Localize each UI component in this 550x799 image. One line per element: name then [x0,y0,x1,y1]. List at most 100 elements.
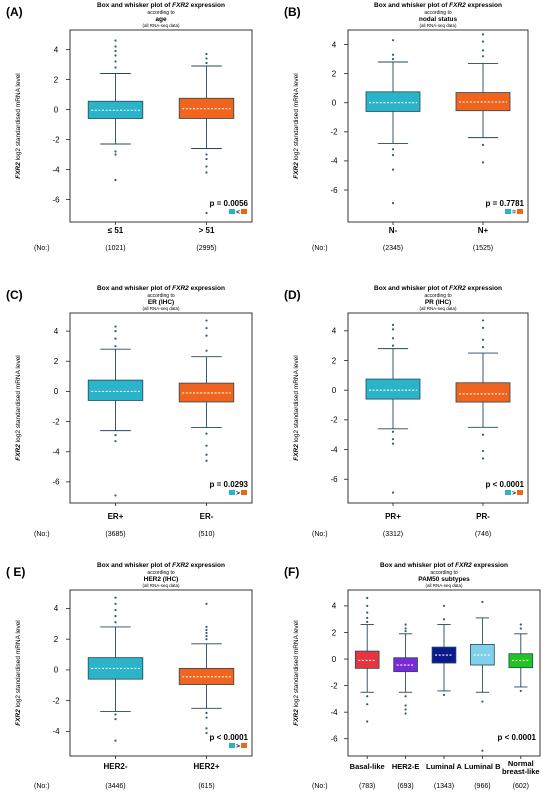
outlier-point [391,491,395,494]
box-body [455,92,511,112]
p-value: p < 0.0001 [210,733,249,742]
outlier-point [114,440,117,443]
panel-E: ( E) Box and whisker plot of FXR2 express… [6,562,253,790]
box-body [455,382,511,403]
x-tick-label: PR+ [385,512,401,521]
chart-title-prefix: Box and whisker plot of [380,562,455,569]
y-tick-label: -6 [52,195,60,204]
x-tick-label: ≤ 51 [108,226,124,235]
legend-swatch-first [229,743,235,748]
outlier-point [114,596,117,599]
chart-title-prefix: Box and whisker plot of [374,2,449,9]
x-tick-label: Luminal B [464,762,501,771]
y-axis-label-rest: log2 standardised mRNA level [293,73,300,162]
chart-title-suffix: expression [472,562,508,569]
outlier-point [114,66,117,69]
y-tick-label: 2 [332,356,337,365]
box-0: N- (2345) [365,39,421,252]
outlier-point [391,148,395,151]
y-tick-label: 4 [54,327,59,336]
outlier-point [391,168,395,171]
y-tick-label: 2 [54,75,59,84]
outlier-point [481,449,485,453]
sample-count: (693) [397,783,413,790]
box-2: Luminal A (1343) [426,604,463,790]
outlier-point [205,731,208,735]
y-tick-label: -6 [330,735,338,744]
p-value: p = 0.0056 [210,199,249,208]
y-tick-label: -2 [52,135,60,144]
outlier-point [114,602,117,605]
outlier-point [404,704,407,707]
outlier-point [114,713,117,716]
outlier-point [205,444,208,447]
panel-label: (F) [284,565,299,579]
y-axis-label-gene: FXR2 [293,444,300,461]
y-axis-label: FXR2 log2 standardised mRNA level [293,620,300,726]
sample-count: (1525) [473,245,493,252]
comparison-sign: > [236,743,240,750]
comparison-sign: > [512,490,516,497]
chart-title-gene: FXR2 [172,562,189,569]
count-row-label: (No:) [312,783,328,790]
x-tick-label: N+ [478,226,489,235]
p-value: p = 0.0293 [210,480,249,489]
chart-title-suffix: expression [189,562,225,569]
y-axis-label-rest: log2 standardised mRNA level [293,620,300,709]
outlier-point [114,718,117,721]
chart-variable: HER2 (IHC) [144,576,179,583]
chart-title-gene: FXR2 [455,562,472,569]
chart-title: Box and whisker plot of FXR2 expression [97,2,225,9]
panel-label: (B) [284,5,301,19]
sample-count: (602) [513,783,529,790]
y-tick-label: -2 [330,128,338,137]
outlier-point [481,55,485,58]
x-tick-label-line: Normal [508,759,534,768]
y-tick-label: 4 [332,327,337,336]
chart-note: (all RNA-seq data) [142,583,180,588]
x-tick-label: HER2- [103,762,127,771]
outlier-point [205,453,208,456]
x-tick-label: PR- [476,512,490,521]
sample-count: (615) [198,783,214,790]
outlier-point [114,615,117,618]
outlier-point [366,611,369,614]
p-value: p < 0.0001 [486,480,525,489]
outlier-point [205,716,208,719]
legend-swatch-second [241,490,247,495]
comparison-sign: < [236,209,240,216]
count-row-label: (No:) [312,245,328,252]
outlier-point [205,153,208,156]
chart-title-prefix: Box and whisker plot of [97,285,172,292]
y-axis-label: FXR2 log2 standardised mRNA level [293,73,300,179]
y-tick-label: 2 [332,628,337,637]
outlier-point [366,596,369,600]
box-0: HER2- (3446) [87,596,144,790]
comparison-sign: = [512,209,516,216]
box-body [87,657,144,680]
box-1: HER2-E (693) [392,623,420,790]
box-1: > 51 (2995) [178,52,235,252]
y-tick-label: -2 [330,416,338,425]
chart-variable: age [155,16,167,23]
outlier-point [519,627,522,630]
chart-variable: PR (IHC) [425,299,451,306]
box-1: N+ (1525) [455,33,511,252]
x-tick-label: > 51 [199,226,215,235]
x-tick-label: HER2-E [392,762,420,771]
outlier-point [391,344,395,347]
sample-count: (746) [475,531,491,538]
outlier-point [481,700,484,703]
outlier-point [481,749,484,752]
box-body [87,379,144,401]
chart-title-gene: FXR2 [449,2,466,9]
y-tick-label: -4 [330,708,338,717]
outlier-point [114,337,117,340]
outlier-point [481,40,485,43]
outlier-point [404,712,407,715]
outlier-point [205,171,208,174]
box-0: ER+ (3685) [87,325,144,538]
outlier-point [366,616,369,619]
y-axis-label-gene: FXR2 [293,162,300,179]
